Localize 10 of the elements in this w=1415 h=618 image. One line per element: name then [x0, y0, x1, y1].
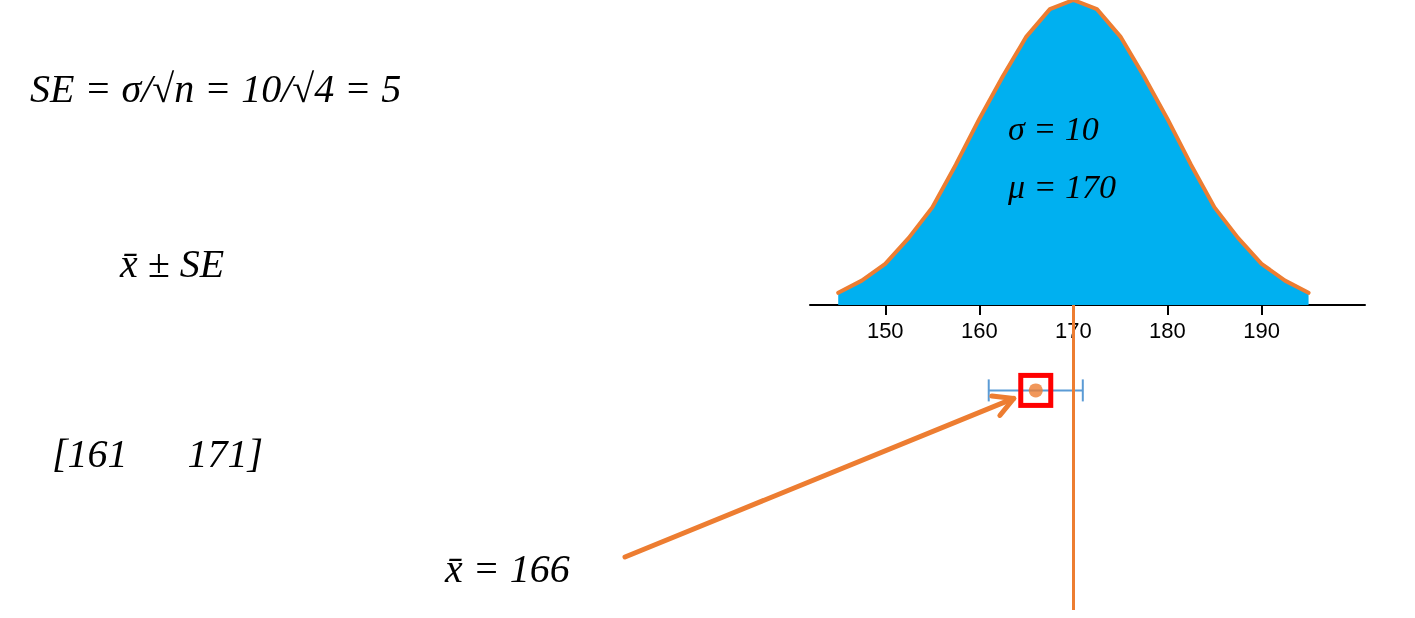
- x-tick-label: 150: [866, 317, 904, 343]
- text: x̄ ± SE: [119, 240, 225, 286]
- text: x̄ = 166: [444, 545, 570, 591]
- x-tick-label: 160: [960, 317, 998, 343]
- x-tick-label: 180: [1149, 317, 1186, 343]
- text: [161 171]: [52, 430, 264, 476]
- annotation: σ = 10: [1008, 109, 1099, 147]
- annotation: μ = 170: [1007, 167, 1117, 205]
- text: SE = σ/√n = 10/√4 = 5: [30, 65, 402, 111]
- x-tick-label: 190: [1243, 317, 1280, 343]
